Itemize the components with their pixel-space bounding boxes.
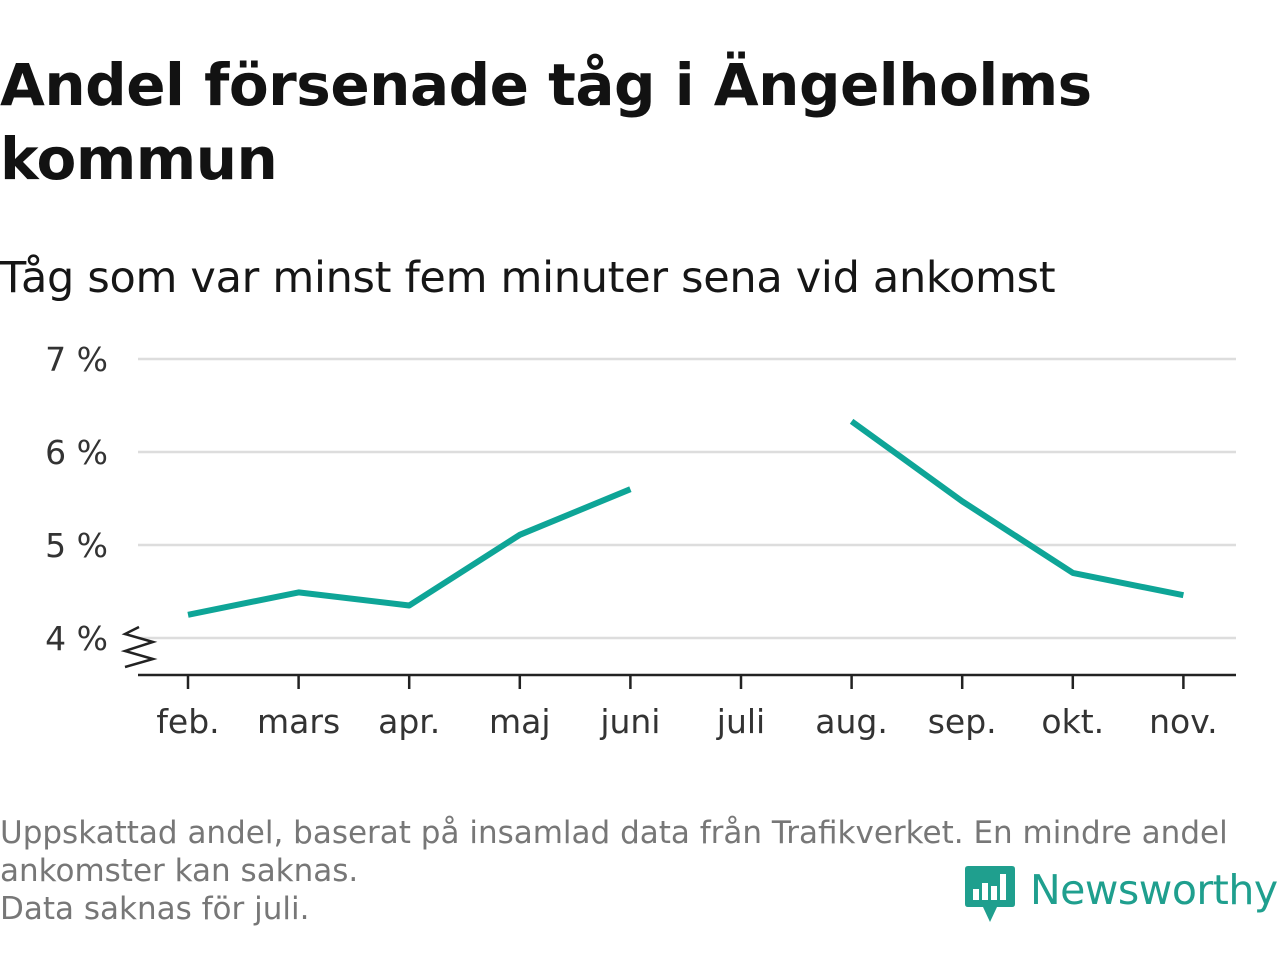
x-tick-label: mars: [257, 702, 340, 741]
x-tick-label: juli: [716, 702, 765, 741]
series-line-segment: [187, 486, 632, 618]
y-tick-label: 5 %: [45, 526, 108, 565]
y-axis-break-icon: [120, 625, 158, 669]
y-tick-label: 6 %: [45, 433, 108, 472]
x-tick-label: apr.: [378, 702, 440, 741]
chart-title: Andel försenade tåg i Ängelholms kommun: [0, 51, 1092, 193]
brand-logo: Newsworthy: [964, 864, 1278, 926]
x-tick-label: juni: [599, 702, 660, 741]
y-axis-labels: 4 % 5 % 6 % 7 %: [45, 340, 108, 658]
series-line-segment: [849, 418, 1184, 599]
brand-name: Newsworthy: [1030, 866, 1278, 914]
line-chart: 4 % 5 % 6 % 7 % feb. mars apr. maj juni juli aug.…: [45, 340, 1236, 741]
footnote-source-cont: ankomster kan saknas.: [0, 853, 359, 889]
footnote-missing-data: Data saknas för juli.: [0, 891, 310, 927]
x-axis-labels: feb. mars apr. maj juni juli aug. sep. okt. nov.: [156, 702, 1217, 741]
x-tick-label: feb.: [156, 702, 219, 741]
x-tick-label: okt.: [1041, 702, 1104, 741]
footnote-source: Uppskattad andel, baserat på insamlad da…: [0, 815, 1228, 851]
series-lines: [187, 418, 1184, 618]
footnotes: Uppskattad andel, baserat på insamlad da…: [0, 814, 1270, 928]
y-tick-label: 4 %: [45, 619, 108, 658]
y-tick-label: 7 %: [45, 340, 108, 379]
x-tick-label: nov.: [1149, 702, 1218, 741]
x-tick-label: aug.: [815, 702, 888, 741]
newsworthy-logo-icon: [965, 866, 1015, 922]
grid-lines: [138, 357, 1236, 640]
chart-subtitle: Tåg som var minst fem minuter sena vid a…: [0, 253, 1056, 303]
x-tick-label: maj: [489, 702, 551, 741]
x-axis-ticks: [186, 675, 1185, 689]
x-tick-label: sep.: [928, 702, 997, 741]
